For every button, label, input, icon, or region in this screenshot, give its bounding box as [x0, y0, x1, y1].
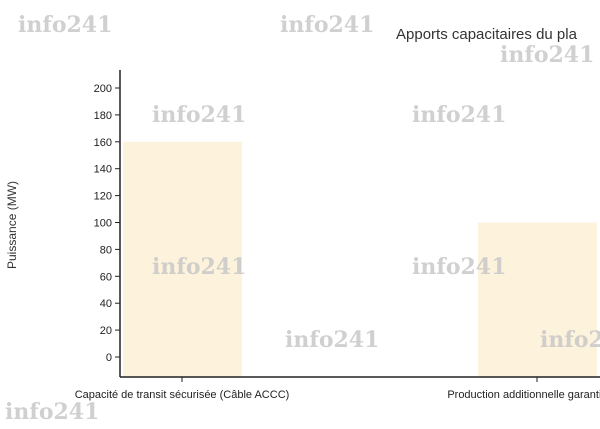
watermark-logo: info241: [500, 42, 594, 68]
y-tick-label: 40: [100, 298, 112, 310]
watermark-logo: info241: [280, 12, 374, 38]
watermark-logo: info241: [5, 399, 99, 425]
watermark-logo: info241: [18, 12, 112, 38]
bar: [123, 141, 242, 377]
y-axis-label: Puissance (MW): [5, 181, 19, 269]
watermark-logo: info241: [285, 327, 379, 353]
x-tick-label: Production additionnelle garantie (Tu: [447, 389, 600, 401]
y-tick-label: 80: [100, 244, 112, 256]
bar: [478, 222, 597, 377]
y-tick-label: 0: [106, 352, 112, 364]
watermark-logo: info241: [412, 254, 506, 280]
x-tick-label: Capacité de transit sécurisée (Câble ACC…: [75, 389, 290, 401]
y-tick-label: 60: [100, 271, 112, 283]
y-tick-label: 160: [94, 137, 112, 149]
y-tick-label: 180: [94, 110, 112, 122]
y-tick-label: 120: [94, 191, 112, 203]
y-tick-label: 140: [94, 164, 112, 176]
y-tick-label: 20: [100, 325, 112, 337]
y-tick-label: 200: [94, 83, 112, 95]
chart-title: Apports capacitaires du pla: [396, 26, 578, 43]
y-tick-label: 100: [94, 218, 112, 230]
watermark-logo: info241: [540, 327, 600, 353]
watermark-logo: info241: [412, 102, 506, 128]
watermark-logo: info241: [152, 254, 246, 280]
watermark-logo: info241: [152, 102, 246, 128]
